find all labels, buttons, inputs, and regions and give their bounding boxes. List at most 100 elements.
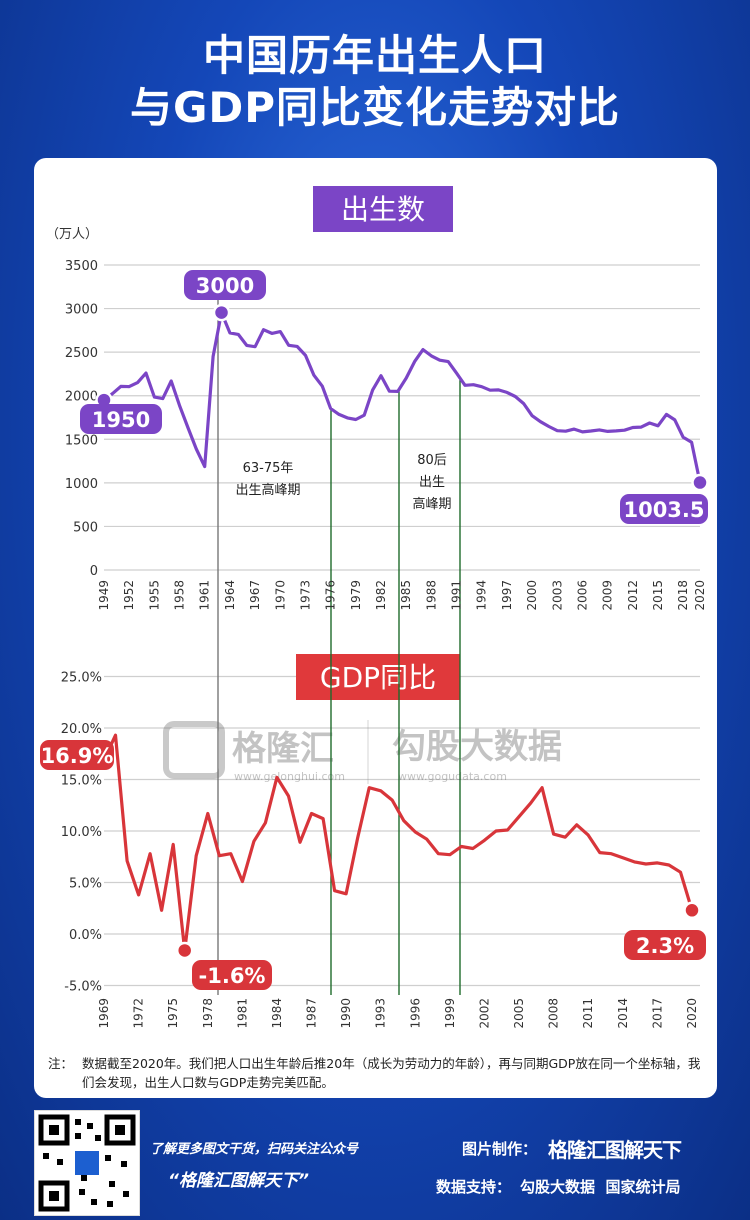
- qr-code[interactable]: [34, 1110, 140, 1216]
- gdp-x-tick: 2005: [512, 998, 526, 1029]
- births-end-label: 1003.5: [623, 498, 704, 522]
- births-grid: [104, 264, 700, 571]
- title-line-2: 与GDP同比变化走势对比: [129, 83, 621, 132]
- footnote: 注： 数据截至2020年。我们把人口出生年龄后推20年（成长为劳动力的年龄），再…: [48, 1054, 712, 1092]
- footer-promo-line: 了解更多图文干货，扫码关注公众号: [150, 1142, 359, 1157]
- births-x-tick: 2015: [651, 580, 665, 611]
- births-x-tick: 2003: [550, 580, 564, 611]
- births-y-tick: 2500: [65, 346, 98, 361]
- footnote-label: 注：: [48, 1056, 74, 1071]
- made-by-label: 图片制作：: [462, 1140, 538, 1158]
- births-y-tick: 2000: [65, 390, 98, 405]
- births-peak-label: 3000: [196, 274, 254, 298]
- births-x-tick: 1961: [198, 580, 212, 611]
- gdp-x-tick: 1975: [166, 998, 180, 1029]
- gelonghui-logo-icon: [163, 721, 225, 779]
- births-y-tick: 3000: [65, 303, 98, 318]
- births-unit-label: （万人）: [46, 227, 98, 242]
- births-x-tick: 1967: [248, 580, 262, 611]
- gdp-end-point: [683, 901, 701, 920]
- births-x-tick: 2018: [676, 580, 690, 611]
- gdp-end-badge: [624, 930, 706, 960]
- watermark-brand1: 格隆汇: [232, 729, 334, 769]
- gdp-y-tick: 20.0%: [61, 722, 102, 737]
- watermark-brand1-url: www.gelonghui.com: [234, 770, 345, 783]
- gdp-panel-label: GDP同比: [320, 661, 436, 694]
- title-line-1: 中国历年出生人口: [202, 31, 547, 80]
- gdp-y-tick: 25.0%: [61, 671, 102, 686]
- gdp-x-tick: 1978: [201, 998, 215, 1029]
- births-peak-point: [212, 303, 231, 322]
- births-x-tick: 2000: [525, 580, 539, 611]
- births-y-tick: 3500: [65, 259, 98, 274]
- gdp-x-tick: 1981: [235, 998, 249, 1029]
- data-source-label: 数据支持：: [436, 1178, 512, 1196]
- births-x-tick: 2020: [693, 580, 707, 611]
- births-end-point: [691, 473, 709, 492]
- gdp-y-tick: -5.0%: [64, 980, 102, 995]
- footnote-text: 数据截至2020年。我们把人口出生年龄后推20年（成长为劳动力的年龄），再与同期…: [82, 1056, 701, 1090]
- births-y-tick: 500: [73, 520, 98, 535]
- annotation-peak1-l2: 出生高峰期: [235, 482, 300, 498]
- gdp-line: [102, 733, 694, 953]
- annotation-peak2-l1: 80后: [417, 453, 447, 468]
- births-x-tick: 1982: [374, 580, 388, 611]
- footer-promo-name: “格隆汇图解天下”: [168, 1171, 309, 1191]
- data-sources: 勾股大数据 国家统计局: [520, 1178, 681, 1196]
- gdp-y-tick: 5.0%: [69, 877, 102, 892]
- gdp-panel-badge: [296, 654, 460, 700]
- births-x-tick: 1997: [500, 580, 514, 611]
- births-x-tick: 1973: [298, 580, 312, 611]
- births-x-tick: 1952: [122, 580, 136, 611]
- births-y-tick: 1000: [65, 477, 98, 492]
- births-x-tick: 1964: [223, 580, 237, 611]
- births-end-badge: [620, 494, 708, 524]
- gdp-x-tick: 2011: [581, 998, 595, 1029]
- births-x-tick: 1949: [97, 580, 111, 611]
- births-peak-badge: [184, 270, 266, 300]
- gdp-low-badge: [192, 960, 272, 990]
- gdp-end-label: 2.3%: [636, 934, 694, 958]
- gdp-x-tick: 2002: [477, 998, 491, 1029]
- gdp-x-tick: 2008: [547, 998, 561, 1029]
- births-x-tick: 2009: [601, 580, 615, 611]
- gdp-start-label: 16.9%: [41, 744, 114, 768]
- gdp-x-tick: 1984: [270, 998, 284, 1029]
- gdp-start-badge: [40, 740, 114, 770]
- watermark-brand2: 勾股大数据: [392, 727, 562, 767]
- gdp-x-tick: 2017: [650, 998, 664, 1029]
- births-start-label: 1950: [92, 408, 150, 432]
- births-x-tick: 1976: [324, 580, 338, 611]
- gdp-y-tick: 0.0%: [69, 928, 102, 943]
- births-x-tick: 2006: [575, 580, 589, 611]
- births-x-tick: 1988: [424, 580, 438, 611]
- births-start-badge: [80, 404, 162, 434]
- births-y-tick: 1500: [65, 433, 98, 448]
- gdp-low-point: [175, 941, 194, 960]
- births-x-tick: 1979: [349, 580, 363, 611]
- births-line: [103, 311, 702, 483]
- page-title: 中国历年出生人口 与GDP同比变化走势对比: [0, 30, 750, 134]
- annotation-peak2-l3: 高峰期: [412, 496, 451, 512]
- births-x-tick: 1970: [273, 580, 287, 611]
- watermark-brand2-url: www.gogudata.com: [398, 770, 507, 783]
- gdp-y-tick: 10.0%: [61, 825, 102, 840]
- gdp-x-tick: 1972: [132, 998, 146, 1029]
- annotation-peak1-l1: 63-75年: [243, 461, 294, 476]
- births-x-tick: 1985: [399, 580, 413, 611]
- births-x-tick: 1994: [475, 580, 489, 611]
- gdp-x-tick: 2014: [616, 998, 630, 1029]
- births-panel-label: 出生数: [341, 193, 425, 226]
- births-x-tick: 1991: [450, 580, 464, 611]
- gdp-x-tick: 1987: [305, 998, 319, 1029]
- gdp-x-tick: 1990: [339, 998, 353, 1029]
- annotation-peak2-l2: 出生: [419, 475, 445, 490]
- births-panel-badge: [313, 186, 453, 232]
- gdp-x-tick: 1969: [97, 998, 111, 1029]
- gdp-x-tick: 1996: [408, 998, 422, 1029]
- births-y-tick: 0: [90, 564, 98, 579]
- chart-card: [34, 158, 717, 1098]
- gdp-x-tick: 1993: [374, 998, 388, 1029]
- gdp-x-tick: 2020: [685, 998, 699, 1029]
